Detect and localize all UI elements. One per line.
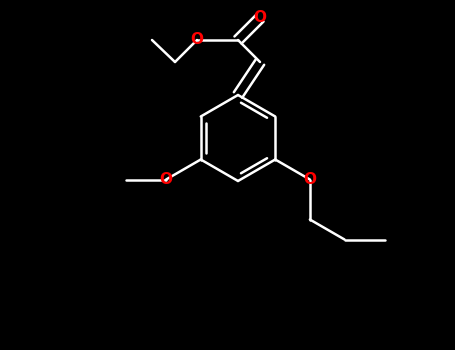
Text: O: O (303, 172, 316, 187)
Text: O: O (160, 172, 172, 187)
Text: O: O (191, 33, 203, 48)
Text: O: O (253, 10, 267, 26)
